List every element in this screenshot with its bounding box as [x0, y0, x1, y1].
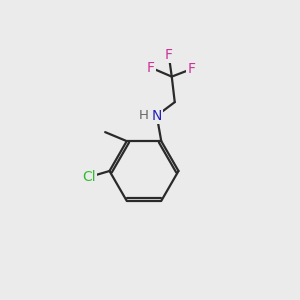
- Text: Cl: Cl: [82, 170, 96, 184]
- Text: F: F: [147, 61, 155, 75]
- Text: H: H: [139, 109, 149, 122]
- Text: F: F: [187, 62, 195, 76]
- Text: N: N: [152, 109, 162, 123]
- Text: F: F: [165, 48, 173, 62]
